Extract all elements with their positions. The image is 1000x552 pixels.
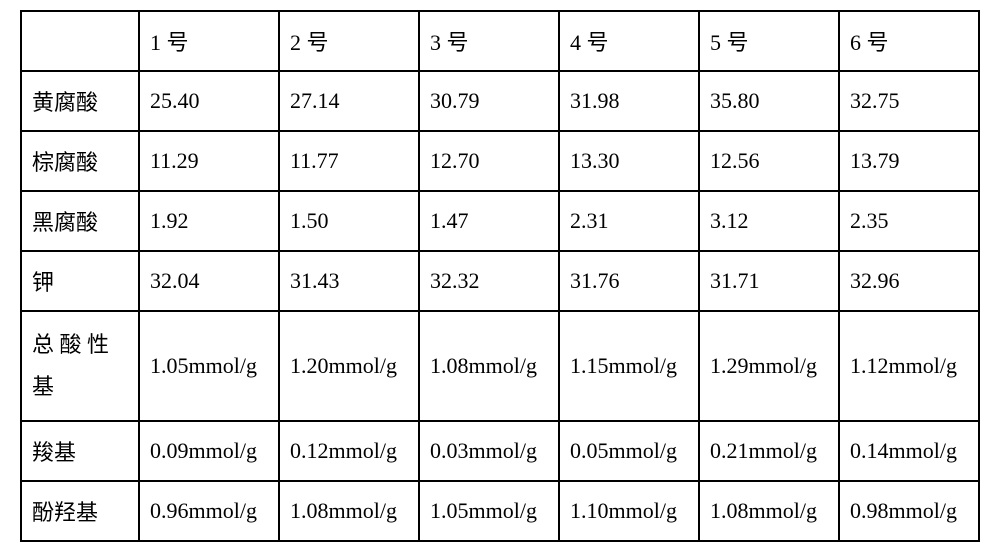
row-label: 黄腐酸 bbox=[21, 71, 139, 131]
data-cell: 1.12mmol/g bbox=[839, 311, 979, 421]
data-cell: 1.05mmol/g bbox=[139, 311, 279, 421]
data-cell: 1.08mmol/g bbox=[419, 311, 559, 421]
data-cell: 32.32 bbox=[419, 251, 559, 311]
data-cell: 32.96 bbox=[839, 251, 979, 311]
data-cell: 1.05mmol/g bbox=[419, 481, 559, 541]
data-cell: 12.70 bbox=[419, 131, 559, 191]
row-label: 钾 bbox=[21, 251, 139, 311]
data-cell: 11.29 bbox=[139, 131, 279, 191]
data-cell: 0.09mmol/g bbox=[139, 421, 279, 481]
data-cell: 0.03mmol/g bbox=[419, 421, 559, 481]
data-cell: 32.75 bbox=[839, 71, 979, 131]
header-cell-5: 5 号 bbox=[699, 11, 839, 71]
data-cell: 32.04 bbox=[139, 251, 279, 311]
header-cell-3: 3 号 bbox=[419, 11, 559, 71]
data-cell: 12.56 bbox=[699, 131, 839, 191]
data-cell: 31.76 bbox=[559, 251, 699, 311]
data-cell: 25.40 bbox=[139, 71, 279, 131]
row-label: 羧基 bbox=[21, 421, 139, 481]
data-cell: 0.98mmol/g bbox=[839, 481, 979, 541]
data-cell: 2.31 bbox=[559, 191, 699, 251]
data-cell: 13.79 bbox=[839, 131, 979, 191]
data-cell: 35.80 bbox=[699, 71, 839, 131]
data-cell: 1.08mmol/g bbox=[699, 481, 839, 541]
header-row: 1 号 2 号 3 号 4 号 5 号 6 号 bbox=[21, 11, 979, 71]
header-cell-1: 1 号 bbox=[139, 11, 279, 71]
data-cell: 11.77 bbox=[279, 131, 419, 191]
data-cell: 13.30 bbox=[559, 131, 699, 191]
row-label: 酚羟基 bbox=[21, 481, 139, 541]
table-row: 棕腐酸 11.29 11.77 12.70 13.30 12.56 13.79 bbox=[21, 131, 979, 191]
data-cell: 0.12mmol/g bbox=[279, 421, 419, 481]
data-cell: 31.71 bbox=[699, 251, 839, 311]
data-cell: 31.43 bbox=[279, 251, 419, 311]
data-cell: 1.08mmol/g bbox=[279, 481, 419, 541]
header-cell-empty bbox=[21, 11, 139, 71]
table-row: 黄腐酸 25.40 27.14 30.79 31.98 35.80 32.75 bbox=[21, 71, 979, 131]
data-cell: 1.92 bbox=[139, 191, 279, 251]
data-cell: 1.50 bbox=[279, 191, 419, 251]
data-cell: 1.15mmol/g bbox=[559, 311, 699, 421]
table-row: 钾 32.04 31.43 32.32 31.76 31.71 32.96 bbox=[21, 251, 979, 311]
data-cell: 0.05mmol/g bbox=[559, 421, 699, 481]
data-cell: 2.35 bbox=[839, 191, 979, 251]
data-cell: 1.20mmol/g bbox=[279, 311, 419, 421]
table-row: 酚羟基 0.96mmol/g 1.08mmol/g 1.05mmol/g 1.1… bbox=[21, 481, 979, 541]
data-table: 1 号 2 号 3 号 4 号 5 号 6 号 黄腐酸 25.40 27.14 … bbox=[20, 10, 980, 542]
data-cell: 27.14 bbox=[279, 71, 419, 131]
data-cell: 30.79 bbox=[419, 71, 559, 131]
table-row: 黑腐酸 1.92 1.50 1.47 2.31 3.12 2.35 bbox=[21, 191, 979, 251]
table-row: 总 酸 性基 1.05mmol/g 1.20mmol/g 1.08mmol/g … bbox=[21, 311, 979, 421]
data-cell: 0.21mmol/g bbox=[699, 421, 839, 481]
row-label: 黑腐酸 bbox=[21, 191, 139, 251]
row-label: 棕腐酸 bbox=[21, 131, 139, 191]
data-cell: 1.29mmol/g bbox=[699, 311, 839, 421]
data-cell: 0.96mmol/g bbox=[139, 481, 279, 541]
data-cell: 0.14mmol/g bbox=[839, 421, 979, 481]
table-row: 羧基 0.09mmol/g 0.12mmol/g 0.03mmol/g 0.05… bbox=[21, 421, 979, 481]
data-cell: 31.98 bbox=[559, 71, 699, 131]
data-cell: 3.12 bbox=[699, 191, 839, 251]
header-cell-6: 6 号 bbox=[839, 11, 979, 71]
row-label: 总 酸 性基 bbox=[21, 311, 139, 421]
header-cell-2: 2 号 bbox=[279, 11, 419, 71]
header-cell-4: 4 号 bbox=[559, 11, 699, 71]
data-cell: 1.47 bbox=[419, 191, 559, 251]
data-cell: 1.10mmol/g bbox=[559, 481, 699, 541]
